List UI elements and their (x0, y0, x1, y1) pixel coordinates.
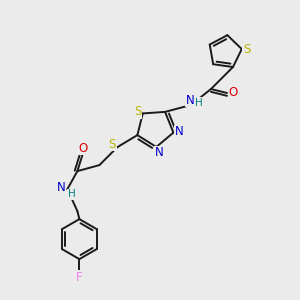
Text: N: N (57, 181, 66, 194)
Text: S: S (243, 43, 250, 56)
Text: O: O (228, 85, 238, 98)
Text: S: S (109, 138, 116, 151)
Text: N: N (175, 125, 184, 138)
Text: O: O (79, 142, 88, 154)
Text: N: N (155, 146, 164, 160)
Text: F: F (76, 271, 83, 284)
Text: H: H (68, 189, 75, 199)
Text: S: S (134, 105, 142, 118)
Text: H: H (195, 98, 203, 108)
Text: N: N (186, 94, 194, 106)
